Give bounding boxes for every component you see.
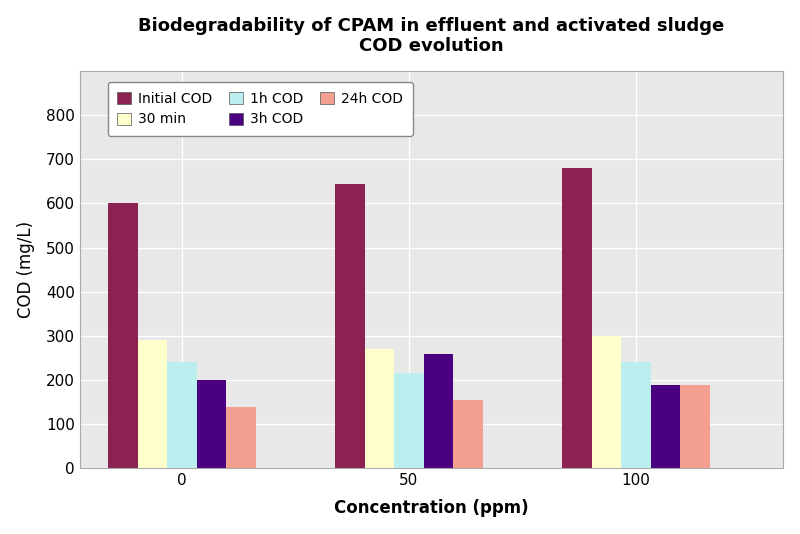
Bar [335,184,365,468]
Legend: Initial COD, 30 min, 1h COD, 3h COD, 24h COD: Initial COD, 30 min, 1h COD, 3h COD, 24h… [108,82,413,136]
Y-axis label: COD (mg/L): COD (mg/L) [17,221,34,318]
Bar [650,386,680,468]
Bar [680,386,710,468]
Bar [621,363,650,468]
Bar [138,340,167,468]
Bar [453,400,482,468]
Bar [423,355,453,468]
Bar [197,380,226,468]
Bar [591,336,621,468]
Bar [365,349,394,468]
Bar [562,168,591,468]
Bar [167,363,197,468]
Title: Biodegradability of CPAM in effluent and activated sludge
COD evolution: Biodegradability of CPAM in effluent and… [138,17,725,56]
Bar [394,373,423,468]
Bar [226,406,255,468]
X-axis label: Concentration (ppm): Concentration (ppm) [334,499,529,517]
Bar [108,203,138,468]
